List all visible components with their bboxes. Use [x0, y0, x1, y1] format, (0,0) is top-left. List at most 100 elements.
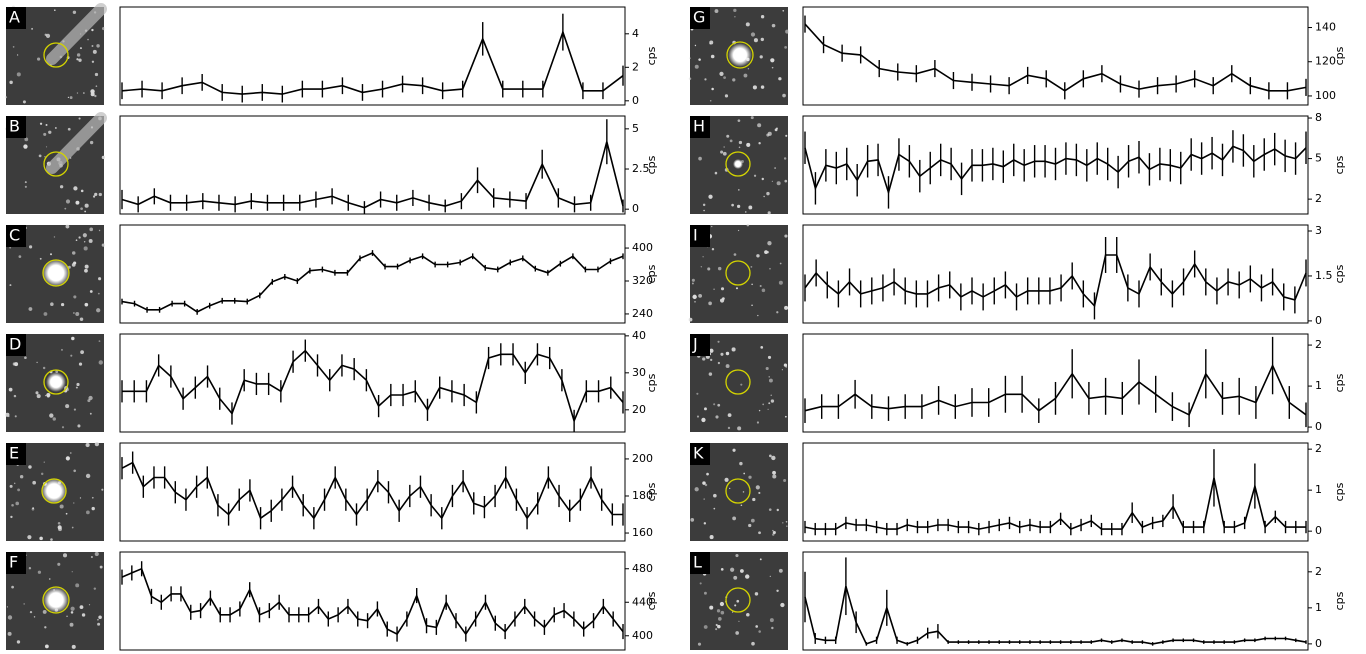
thumbnail-star — [16, 72, 21, 77]
thumbnail-star — [69, 452, 72, 454]
panel-label-box — [6, 225, 26, 247]
thumbnail-star — [727, 413, 732, 418]
y-axis-label: cps — [645, 591, 658, 610]
thumbnail-star — [688, 317, 693, 322]
aperture — [725, 478, 751, 504]
thumbnail-star — [76, 58, 79, 61]
thumbnail-star — [750, 116, 754, 120]
thumbnail-star — [771, 180, 774, 183]
y-tick-label: 400 — [632, 241, 653, 254]
thumbnail-star — [719, 71, 724, 76]
light-curve — [121, 252, 624, 313]
thumbnail-star — [767, 241, 772, 246]
thumbnail-star — [78, 362, 83, 366]
thumbnail-star — [770, 58, 775, 63]
thumbnail-star — [737, 119, 741, 123]
thumbnail-star — [90, 555, 93, 559]
panel-label: C — [9, 226, 20, 245]
thumbnail-star — [91, 60, 95, 63]
thumbnail-star — [772, 474, 777, 479]
y-tick-label: 1.5 — [1315, 269, 1333, 282]
thumbnail-star — [72, 10, 77, 14]
thumbnail-star — [725, 351, 730, 356]
plot-frame — [119, 224, 626, 324]
thumbnail-star — [38, 154, 42, 158]
panel: E 160 180 200 cps — [6, 441, 658, 542]
panel-label-box — [690, 225, 710, 247]
thumbnail-star — [15, 501, 20, 506]
thumbnail-star — [5, 412, 10, 417]
panel-label: H — [693, 117, 705, 136]
thumbnail-star — [23, 144, 28, 149]
thumbnail-star — [13, 394, 17, 398]
thumbnail-star — [73, 312, 75, 314]
thumbnail-star — [36, 394, 41, 399]
panel-label: G — [693, 8, 705, 27]
thumbnail-star — [65, 404, 70, 409]
thumbnail-star — [696, 392, 699, 395]
thumbnail-star — [73, 469, 76, 473]
thumbnail-star — [75, 239, 78, 241]
thumbnail-star — [756, 421, 760, 424]
panel: L 0 1 2 cps — [689, 551, 1346, 651]
panel-label: F — [9, 553, 18, 572]
thumbnail-star — [83, 92, 85, 94]
thumbnail-star — [98, 192, 102, 197]
y-tick-label: 400 — [632, 629, 653, 642]
thumbnail-star — [79, 47, 82, 50]
thumbnail-star — [750, 265, 753, 268]
thumbnail-star — [7, 615, 13, 620]
aperture — [725, 260, 751, 286]
panel-label-box — [6, 116, 26, 138]
thumbnail-star — [740, 569, 744, 573]
thumbnail-star — [71, 571, 73, 573]
thumbnail-star — [50, 302, 54, 306]
thumbnail-star — [784, 179, 788, 183]
thumbnail-star — [14, 415, 17, 418]
aperture — [725, 369, 751, 395]
thumbnail-star — [16, 54, 19, 56]
thumbnail-star — [93, 587, 97, 590]
y-tick-label: 160 — [632, 526, 653, 539]
thumbnail-star — [770, 399, 775, 403]
thumbnail-star — [736, 599, 740, 603]
thumbnail-star — [750, 32, 756, 37]
thumbnail-star — [709, 40, 714, 45]
thumbnail-star — [39, 536, 43, 541]
y-tick-label: 1 — [1315, 483, 1322, 496]
thumbnail-star — [704, 483, 708, 487]
panel-label-box — [690, 552, 710, 574]
thumbnail-star — [778, 280, 783, 285]
plot-frame — [119, 333, 626, 433]
thumbnail-star — [715, 415, 719, 419]
thumbnail-star — [746, 223, 750, 227]
y-tick-label: 140 — [1315, 21, 1336, 34]
thumbnail-star — [785, 29, 790, 34]
y-axis-label: cps — [1333, 482, 1346, 501]
light-curve — [122, 349, 624, 424]
thumbnail-star — [785, 134, 788, 137]
thumbnail-star — [97, 622, 101, 626]
thumbnail-star — [70, 611, 74, 614]
thumbnail-star — [73, 261, 77, 265]
thumbnail-star — [720, 352, 724, 356]
thumbnail-star — [711, 87, 714, 91]
thumbnail-star — [742, 491, 745, 493]
y-tick-label: 120 — [1315, 55, 1336, 68]
thumbnail-star — [732, 78, 736, 82]
thumbnail-star — [745, 574, 750, 579]
thumbnail-star — [761, 288, 766, 293]
plot-frame — [802, 333, 1309, 433]
thumbnail-star — [99, 565, 103, 569]
thumbnail-star — [760, 37, 764, 42]
y-axis-label: cps — [1333, 46, 1346, 65]
thumbnail-star — [708, 372, 713, 376]
thumbnail-star — [88, 604, 91, 606]
thumbnail-star — [66, 388, 70, 391]
light-curve — [804, 23, 1307, 92]
thumbnail-star — [761, 177, 764, 181]
thumbnail-star — [735, 631, 739, 635]
thumbnail-star — [751, 283, 753, 286]
thumbnail-star — [75, 311, 80, 316]
thumbnail-star — [748, 475, 752, 479]
